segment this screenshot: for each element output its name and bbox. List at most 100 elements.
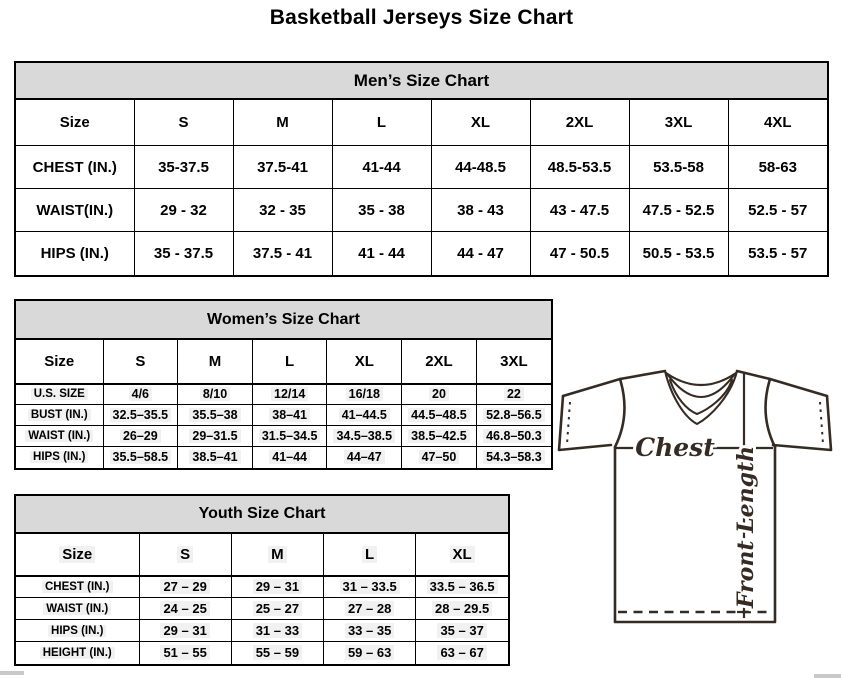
youth-row-label: HEIGHT (IN.) (16, 641, 140, 664)
youth-value-cell-text: 31 – 33 (252, 623, 303, 638)
mens-value-cell: 41-44 (331, 145, 432, 189)
jersey-armhole-right (764, 377, 777, 449)
youth-value-cell-text: 59 – 63 (344, 645, 395, 661)
mens-chart-title: Men’s Size Chart (16, 63, 827, 99)
mens-value-cell-text: 48.5-53.5 (547, 158, 612, 176)
mens-row-label: CHEST (IN.) (16, 145, 135, 189)
mens-value-cell: 41 - 44 (331, 231, 432, 275)
mens-col-header-text: XL (470, 114, 491, 131)
youth-value-cell: 59 – 63 (322, 641, 417, 664)
womens-col-header-text: 2XL (425, 352, 453, 370)
mens-col-header-text: S (178, 114, 189, 131)
youth-row-label: HIPS (IN.) (16, 619, 140, 642)
youth-value-cell: 35 – 37 (415, 619, 508, 642)
youth-value-cell-text: 63 – 67 (437, 645, 487, 661)
womens-value-cell: 31.5–34.5 (251, 425, 328, 447)
youth-value-cell: 24 – 25 (138, 597, 232, 620)
womens-value-cell: 41–44.5 (326, 404, 403, 426)
mens-value-cell: 52.5 - 57 (727, 188, 827, 232)
womens-row-3: HIPS (IN.) 35.5–58.5 38.5–41 41–44 44–47 47–5… (16, 446, 551, 468)
mens-row-2: HIPS (IN.) 35 - 37.5 37.5 - 41 41 - 44 44 - … (16, 231, 827, 275)
youth-value-cell: 28 – 29.5 (415, 597, 508, 620)
womens-value-cell-text: 38.5–41 (189, 450, 241, 465)
womens-row-label: WAIST (IN.) (16, 425, 104, 447)
youth-col-header: L (322, 533, 417, 577)
jersey-collar-v-outer (663, 369, 739, 426)
womens-col-header: M (177, 339, 253, 385)
mens-col-header-text: L (376, 114, 387, 131)
mens-col-header: L (331, 99, 432, 146)
womens-row-1: BUST (IN.) 32.5–35.5 35.5–38 38–41 41–44.5 44… (16, 404, 551, 426)
mens-value-cell: 35 - 38 (331, 188, 432, 232)
scrollbar-fragment-right (814, 674, 841, 678)
womens-row-label: HIPS (IN.) (16, 446, 104, 468)
mens-row-label-text: WAIST(IN.) (36, 201, 114, 219)
mens-col-header: XL (430, 99, 531, 146)
womens-value-cell-text: 47–50 (418, 450, 460, 465)
mens-row-label: WAIST(IN.) (16, 188, 135, 232)
youth-value-cell: 27 – 29 (138, 575, 232, 598)
womens-value-cell: 12/14 (251, 383, 328, 405)
page-title: Basketball Jerseys Size Chart (269, 6, 574, 29)
mens-value-cell: 35-37.5 (133, 145, 234, 189)
youth-col-header-text: M (268, 545, 287, 563)
scrollbar-fragment-left (0, 671, 24, 675)
mens-col-header: M (232, 99, 333, 146)
mens-value-cell-text: 44-48.5 (455, 158, 506, 176)
mens-col-header: S (133, 99, 234, 146)
youth-size-chart: Youth Size Chart Size S M L XL CHEST (IN.) 27 … (14, 494, 510, 666)
mens-col-header: 4XL (727, 99, 827, 146)
womens-row-label: U.S. SIZE (16, 383, 104, 405)
womens-value-cell-text: 8/10 (199, 387, 231, 402)
youth-value-cell: 31 – 33.5 (322, 575, 417, 598)
youth-value-cell-text: 24 – 25 (160, 601, 210, 616)
womens-table: Size S M L XL 2XL 3XL U.S. SIZE 4/6 8/10 12/14 16/1… (16, 339, 551, 468)
youth-col-header: S (138, 533, 232, 577)
womens-value-cell: 54.3–58.3 (475, 446, 551, 468)
womens-col-header-text: Size (44, 352, 75, 370)
youth-value-cell: 33.5 – 36.5 (415, 575, 508, 598)
mens-value-cell-text: 38 - 43 (457, 201, 504, 219)
youth-value-cell: 25 – 27 (230, 597, 325, 620)
mens-value-cell: 29 - 32 (133, 188, 234, 232)
youth-row-label-text: CHEST (IN.) (41, 580, 113, 593)
womens-col-header: XL (326, 339, 403, 385)
youth-value-cell-text: 51 – 55 (160, 645, 210, 661)
womens-value-cell: 4/6 (102, 383, 179, 405)
mens-value-cell: 43 - 47.5 (529, 188, 630, 232)
mens-col-header: 2XL (529, 99, 630, 146)
womens-value-cell: 44–47 (326, 446, 403, 468)
womens-row-label-text: HIPS (IN.) (30, 451, 89, 464)
jersey-shoulder-right (735, 369, 829, 398)
mens-value-cell-text: 53.5 - 57 (748, 244, 808, 262)
womens-value-cell: 38–41 (251, 404, 328, 426)
youth-row-1: WAIST (IN.) 24 – 25 25 – 27 27 – 28 28 – 29.… (16, 597, 508, 620)
womens-column-header-row: Size S M L XL 2XL 3XL (16, 339, 551, 385)
mens-value-cell-text: 35 - 38 (358, 201, 405, 219)
mens-value-cell-text: 47.5 - 52.5 (642, 201, 715, 219)
mens-value-cell: 38 - 43 (430, 188, 531, 232)
womens-row-label-text: BUST (IN.) (27, 409, 91, 421)
womens-value-cell: 29–31.5 (177, 425, 253, 447)
mens-value-cell-text: 37.5 - 41 (252, 244, 313, 262)
mens-value-cell-text: 44 - 47 (457, 244, 504, 262)
youth-col-header: Size (16, 533, 140, 577)
womens-value-cell-text: 20 (429, 387, 449, 402)
mens-value-cell: 53.5-58 (628, 145, 729, 189)
womens-value-cell: 26–29 (102, 425, 179, 447)
womens-col-header: 2XL (401, 339, 477, 385)
womens-value-cell-text: 22 (503, 387, 524, 402)
mens-row-0: CHEST (IN.) 35-37.5 37.5-41 41-44 44-48.5 48.… (16, 145, 827, 189)
sleeve-stitch-left (566, 401, 571, 445)
mens-table: Size S M L XL 2XL 3XL 4XL CHEST (IN.) 35-37.5 37.5… (16, 99, 827, 275)
womens-value-cell-text: 52.8–56.5 (483, 408, 545, 422)
youth-value-cell-text: 35 – 37 (437, 623, 487, 638)
mens-col-header: 3XL (628, 99, 729, 146)
mens-size-chart: Men’s Size Chart Size S M L XL 2XL 3XL 4XL CHEST… (14, 61, 829, 277)
youth-value-cell: 27 – 28 (322, 597, 417, 620)
youth-col-header-text: XL (449, 545, 475, 563)
womens-row-label-text: U.S. SIZE (30, 388, 88, 401)
mens-value-cell-text: 35-37.5 (158, 158, 209, 176)
youth-row-0: CHEST (IN.) 27 – 29 29 – 31 31 – 33.5 33.5 –… (16, 575, 508, 598)
youth-value-cell: 31 – 33 (230, 619, 325, 642)
